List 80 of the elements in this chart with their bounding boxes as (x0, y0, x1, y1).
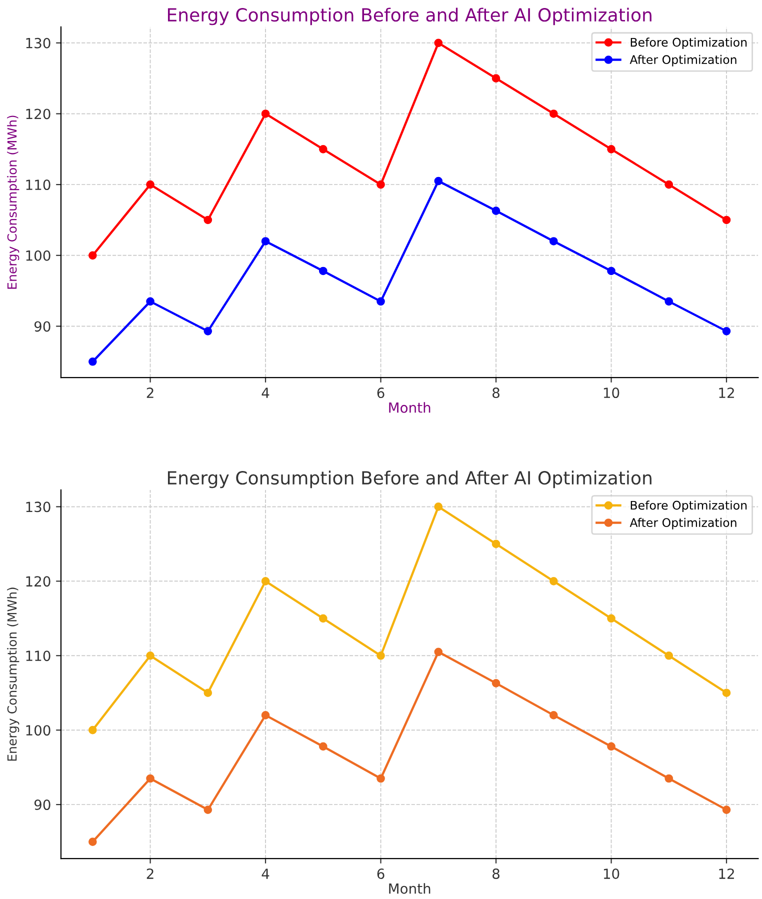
point (434, 502, 443, 511)
chart-title: Energy Consumption Before and After AI Optimization (168, 470, 652, 488)
point (204, 216, 212, 224)
x-tick-label: 10 (604, 868, 620, 880)
point (261, 110, 270, 118)
point (549, 711, 558, 720)
point (722, 327, 731, 336)
x-tick-label: 8 (492, 388, 500, 398)
x-tick-label: 2 (146, 868, 154, 879)
x-tick-label: 10 (604, 388, 620, 398)
x-tick-label: 8 (492, 868, 500, 880)
point (607, 266, 616, 276)
y-tick-label: 100 (26, 725, 50, 736)
x-tick-label: 4 (262, 388, 270, 398)
y-tick-label: 90 (34, 321, 50, 332)
y-tick-label: 90 (34, 800, 50, 810)
point (376, 651, 385, 660)
point (376, 297, 385, 306)
point (722, 806, 731, 814)
point (146, 651, 154, 660)
y-tick-label: 130 (26, 502, 50, 512)
point (607, 614, 616, 623)
x-tick-label: 12 (719, 388, 734, 398)
chart-title: Energy Consumption Before and After AI Optimization (168, 8, 652, 26)
point (376, 180, 385, 189)
y-axis-title: Energy Consumption (MWh) (7, 116, 20, 289)
point (607, 742, 616, 751)
point (146, 774, 154, 783)
point (722, 216, 731, 224)
point (434, 648, 443, 656)
point (607, 144, 616, 154)
legend-label: After Optimization (630, 518, 736, 530)
x-axis-title: Month (389, 402, 430, 413)
point (318, 614, 328, 623)
point (88, 357, 97, 366)
x-axis-title: Month (389, 883, 430, 894)
point (664, 297, 674, 306)
y-tick-label: 120 (26, 108, 50, 120)
point (549, 110, 558, 118)
point (722, 688, 731, 698)
y-tick-label: 100 (26, 250, 50, 261)
x-tick-label: 2 (146, 388, 154, 398)
x-tick-label: 4 (262, 868, 270, 879)
x-tick-label: 6 (377, 868, 384, 880)
y-tick-label: 130 (26, 38, 50, 48)
legend-label: After Optimization (630, 54, 736, 66)
point (318, 742, 328, 751)
point (204, 327, 212, 336)
legend-label: Before Optimization (630, 500, 747, 512)
point (261, 711, 270, 720)
x-tick-label: 6 (377, 388, 384, 398)
point (204, 688, 212, 698)
point (204, 806, 212, 814)
point (549, 577, 558, 586)
point (261, 577, 270, 586)
y-tick-label: 110 (26, 650, 50, 662)
point (664, 180, 674, 189)
point (318, 144, 328, 154)
point (376, 774, 385, 783)
point (146, 297, 154, 306)
point (318, 266, 328, 276)
point (88, 726, 97, 734)
point (492, 206, 500, 215)
legend-label: Before Optimization (630, 38, 747, 50)
point (88, 251, 97, 260)
point (549, 237, 558, 246)
point (664, 774, 674, 783)
point (492, 540, 500, 548)
point (88, 838, 97, 846)
point (146, 180, 154, 189)
y-tick-label: 110 (26, 180, 50, 190)
y-tick-label: 120 (26, 576, 50, 587)
point (492, 74, 500, 82)
y-axis-title: Energy Consumption (MWh) (7, 588, 20, 761)
point (261, 237, 270, 246)
x-tick-label: 12 (719, 868, 734, 879)
point (434, 176, 443, 186)
point (434, 38, 443, 48)
point (664, 651, 674, 660)
point (492, 679, 500, 688)
